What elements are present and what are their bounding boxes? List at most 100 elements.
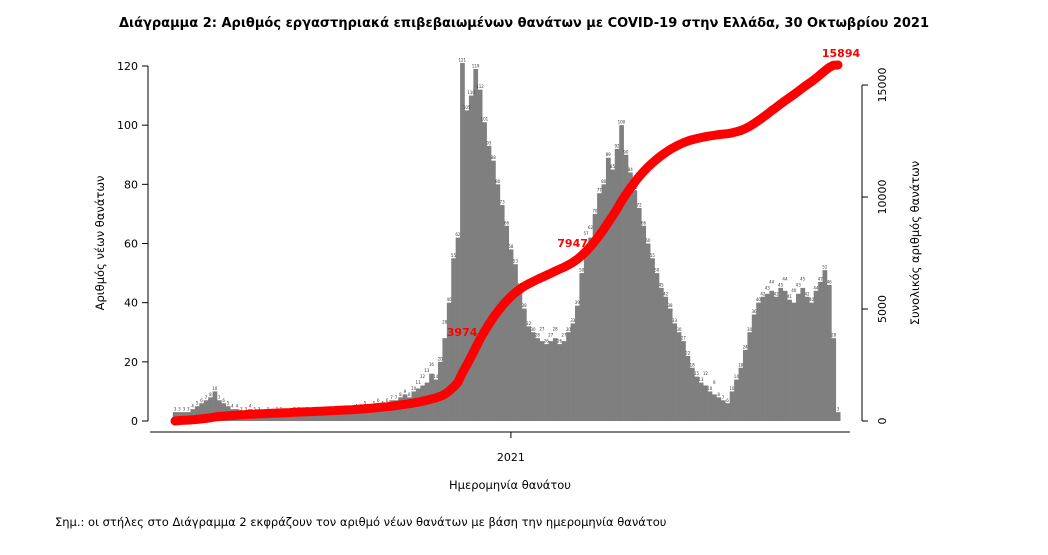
bar [477,89,483,422]
bar [791,302,797,421]
bar [393,400,399,421]
bar-value-label: 8 [408,392,411,397]
bar-value-label: 30 [676,327,682,332]
bar [345,412,350,422]
bar [380,406,386,421]
bar-value-label: 8 [717,392,720,397]
bar-value-label: 112 [476,84,484,89]
bar [813,290,819,421]
bar [455,237,461,421]
bar-value-label: 40 [791,288,797,293]
bar [672,323,677,422]
y2-axis-label: Συνολικός αριθμός θανάτων [908,161,922,325]
bar-value-label: 58 [508,244,514,249]
cumulative-label: 15894 [822,47,861,60]
bar-value-label: 43 [796,282,802,287]
bar [756,302,761,421]
bar-value-label: 90 [623,149,629,154]
bar [734,379,739,421]
bar [557,344,563,421]
bar [822,270,828,422]
bars [172,63,841,422]
bar-value-label: 88 [491,155,497,160]
bar [464,110,470,422]
bar [605,157,611,421]
y-tick-label: 40 [124,297,138,310]
bar-value-label: 70 [592,208,598,213]
bar [517,287,523,422]
bar [561,341,567,422]
bar [818,281,823,421]
bar-value-label: 16 [429,362,435,367]
bar [305,412,311,422]
bar [376,403,381,421]
bar [614,148,620,421]
bar [318,412,324,422]
bar-value-label: 30 [747,327,753,332]
y-tick-label: 60 [124,238,138,251]
y2-tick-label: 5000 [876,295,889,323]
bar-value-label: 33 [570,318,576,323]
bar [309,415,315,421]
bar [208,397,213,421]
bar-value-label: 51 [822,265,828,270]
bar-value-label: 24 [743,345,749,350]
bar-value-label: 40 [809,297,815,302]
bar-value-label: 38 [522,303,528,308]
bar [521,308,527,421]
axes: 0 20 40 60 80 100 120 0 5000 10000 15000 2021 [117,60,889,464]
bar [407,397,412,421]
bar-value-label: 45 [800,276,806,281]
bar-value-label: 57 [584,231,590,236]
y-tick-label: 0 [131,415,138,428]
bar-value-label: 41 [787,294,793,299]
y2-tick-label: 15000 [876,68,889,103]
bar-value-label: 9 [713,380,716,385]
bar [751,314,757,421]
bar [495,184,501,421]
bar-value-label: 20 [438,356,444,361]
bar [703,385,708,421]
bar [729,391,735,421]
bar-value-label: 3 [253,407,256,412]
bar-value-label: 55 [451,253,457,258]
bar-value-label: 5 [227,401,230,406]
bar-value-label: 6 [726,398,729,403]
bar-value-label: 27 [548,333,554,338]
bar [760,296,766,421]
y-tick-label: 100 [117,119,138,132]
bar [769,290,775,421]
bar [544,344,549,421]
bar [190,409,196,421]
bar-value-label: 28 [553,327,559,332]
bar [460,63,465,421]
x-axis-label: Ημερομηνία θανάτου [449,478,571,492]
bar-value-label: 6 [377,398,380,403]
bar [800,287,806,422]
bar [548,341,554,422]
bar-value-label: 11 [416,380,422,385]
bar-value-label: 42 [805,291,811,296]
bar-value-label: 43 [765,285,771,290]
bar-value-label: 92 [614,143,620,148]
bar-value-label: 12 [703,371,709,376]
bar [720,400,726,421]
bar-value-label: 45 [778,282,784,287]
bar-value-label: 28 [535,333,541,338]
bar-value-label: 10 [729,386,735,391]
bar-value-label: 7 [395,395,398,400]
bar [681,341,686,422]
bar-value-label: 38 [667,303,673,308]
bar-value-label: 28 [442,320,448,325]
bar-value-label: 27 [539,327,545,332]
y-tick-label: 120 [117,60,138,73]
bar-value-label: 121 [458,58,466,63]
bar-value-label: 7 [218,395,221,400]
bar [645,243,651,421]
bar [575,305,580,422]
bar-value-label: 36 [751,309,757,314]
bar [831,338,837,421]
bar-value-label: 40 [446,297,452,302]
bar-value-label: 84 [628,167,634,172]
bar-value-label: 42 [760,291,766,296]
